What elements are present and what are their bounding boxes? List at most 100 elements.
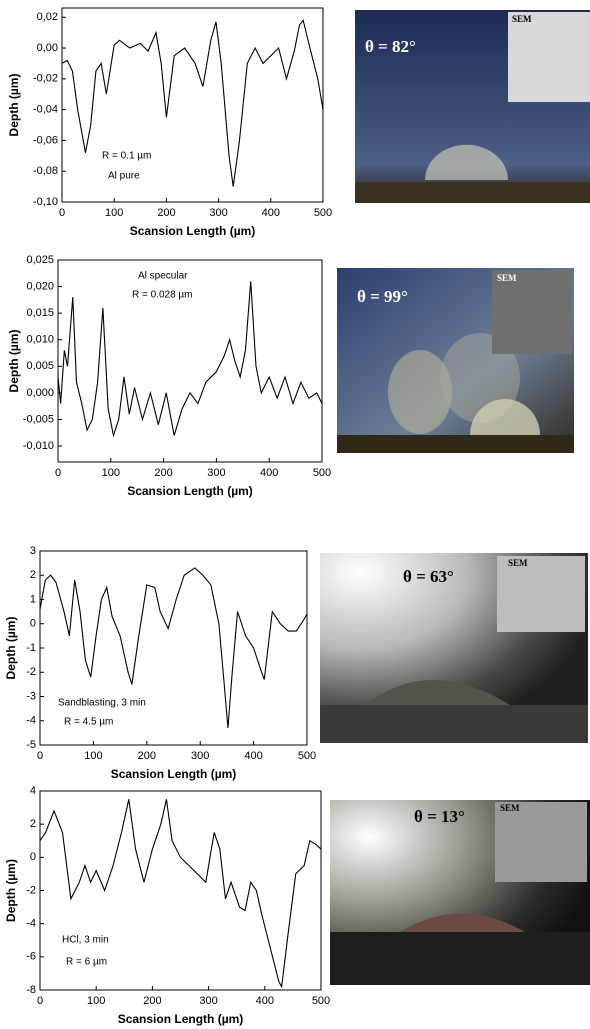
annotation: R = 6 µm [66,957,107,968]
y-tick-label: 1 [30,593,36,605]
y-axis-label: Depth (µm) [4,617,18,680]
contact-angle: θ = 13° [414,807,465,826]
y-tick-label: -8 [26,984,36,996]
y-tick-label: 0,02 [37,11,58,23]
x-tick-label: 100 [87,995,105,1007]
y-tick-label: 2 [30,569,36,581]
sem-inset [508,12,590,102]
x-tick-label: 100 [102,467,120,479]
x-tick-label: 100 [105,207,123,219]
x-tick-label: 300 [199,995,217,1007]
x-axis-label: Scansion Length (µm) [127,484,253,498]
annotation: R = 4.5 µm [64,717,113,728]
y-tick-label: -0,08 [33,165,58,177]
plot-frame [57,259,323,463]
contact-angle: θ = 99° [357,287,408,306]
profile-line [39,567,308,729]
sem-label: SEM [497,273,517,283]
contact-angle: θ = 82° [365,37,416,56]
y-tick-label: -4 [26,715,36,727]
x-tick-label: 200 [154,467,172,479]
y-tick-label: -0,005 [23,413,54,425]
x-tick-label: 200 [138,750,156,762]
sem-inset [492,270,572,354]
y-tick-label: 0,020 [26,280,54,292]
y-tick-label: -2 [26,884,36,896]
sem-inset [497,556,585,632]
sem-label: SEM [508,558,528,568]
y-tick-label: -3 [26,690,36,702]
photo-surface [355,182,590,203]
x-tick-label: 400 [260,467,278,479]
annotation: R = 0.1 µm [102,151,151,162]
sem-label: SEM [500,803,520,813]
x-tick-label: 500 [314,207,332,219]
y-tick-label: -0,04 [33,104,58,116]
photo: SEM θ = 82° [355,10,590,203]
x-tick-label: 200 [143,995,161,1007]
x-tick-label: 100 [84,750,102,762]
x-tick-label: 400 [256,995,274,1007]
annotation: Sandblasting, 3 min [58,698,146,709]
y-tick-label: 0,010 [26,334,54,346]
y-tick-label: 0,015 [26,307,54,319]
x-tick-label: 300 [191,750,209,762]
sem-label: SEM [512,14,532,24]
x-tick-label: 400 [244,750,262,762]
x-tick-label: 0 [37,750,43,762]
photo-surface [337,435,574,453]
photo: SEM θ = 63° [320,553,588,743]
y-tick-label: -5 [26,739,36,751]
contact-angle: θ = 63° [403,567,454,586]
annotation: Al pure [108,171,140,182]
x-tick-label: 500 [298,750,316,762]
y-tick-label: 0 [30,618,36,630]
annotation: R = 0.028 µm [132,290,193,301]
y-tick-label: -2 [26,666,36,678]
y-axis-label: Depth (µm) [4,859,18,922]
y-tick-label: -0,06 [33,134,58,146]
y-tick-label: 0,005 [26,360,54,372]
reflection [388,350,452,434]
y-tick-label: -0,02 [33,73,58,85]
droplet [470,399,540,435]
x-tick-label: 300 [209,207,227,219]
annotation: Al specular [138,271,188,282]
y-axis-label: Depth (µm) [7,330,21,393]
x-tick-label: 0 [37,995,43,1007]
y-tick-label: -0,010 [23,440,54,452]
sem-inset [495,802,587,882]
y-tick-label: 0 [30,851,36,863]
profile-line [39,799,322,989]
photo: SEM θ = 99° [337,268,574,453]
annotation: HCl, 3 min [62,935,109,946]
y-tick-label: 0,00 [37,42,58,54]
x-axis-label: Scansion Length (µm) [130,224,256,238]
x-tick-label: 0 [55,467,61,479]
x-tick-label: 0 [59,207,65,219]
plot-frame [61,7,324,203]
y-tick-label: 0,000 [26,387,54,399]
photo-surface [320,705,588,743]
droplet [425,144,508,180]
photo-surface [330,932,590,985]
y-tick-label: 3 [30,545,36,557]
droplet [365,680,510,705]
droplet [400,913,525,932]
x-axis-label: Scansion Length (µm) [111,767,237,781]
y-tick-label: -4 [26,918,36,930]
x-axis-label: Scansion Length (µm) [118,1012,244,1026]
y-tick-label: 4 [30,785,36,797]
x-tick-label: 200 [157,207,175,219]
x-tick-label: 500 [313,467,331,479]
x-tick-label: 500 [312,995,330,1007]
y-tick-label: -0,10 [33,196,58,208]
y-tick-label: 2 [30,818,36,830]
profile-line [57,281,323,438]
y-axis-label: Depth (µm) [7,74,21,137]
y-tick-label: 0,025 [26,254,54,266]
x-tick-label: 300 [207,467,225,479]
x-tick-label: 400 [262,207,280,219]
